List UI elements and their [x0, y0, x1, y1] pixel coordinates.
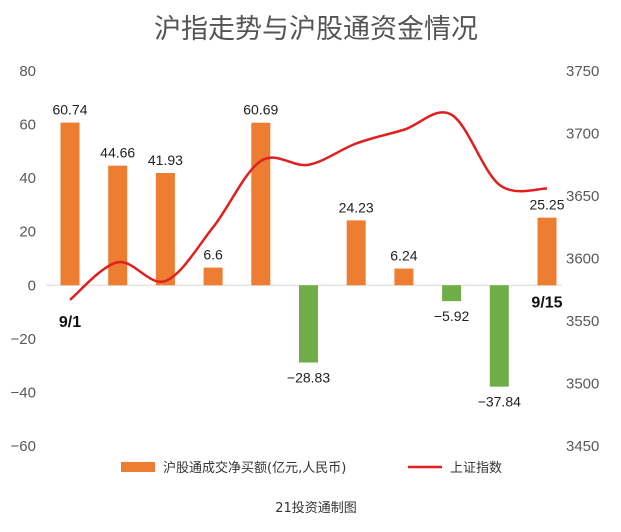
right-axis-tick: 3600 — [566, 251, 599, 268]
legend-label-line: 上证指数 — [450, 461, 502, 476]
bar — [394, 268, 414, 286]
legend-swatch-bars — [121, 462, 155, 472]
bar — [442, 285, 462, 302]
right-axis-tick: 3700 — [566, 126, 599, 143]
right-axis-tick: 3650 — [566, 188, 599, 205]
left-axis-tick: 0 — [28, 277, 36, 294]
left-axis-tick: 20 — [19, 224, 36, 241]
index-line — [69, 111, 548, 301]
data-label: 6.24 — [390, 248, 417, 264]
left-axis-tick: −40 — [11, 384, 36, 401]
right-axis-tick: 3500 — [566, 376, 599, 393]
bar — [489, 285, 509, 387]
right-axis-tick: 3750 — [566, 63, 599, 80]
data-label: 24.23 — [339, 199, 374, 215]
right-axis-tick: 3450 — [566, 438, 599, 455]
data-label: 60.69 — [243, 102, 278, 118]
bar — [60, 122, 80, 286]
left-axis-tick: 40 — [19, 170, 36, 187]
left-axis: 80 60 40 20 0 −20 −40 −60 — [11, 63, 36, 455]
data-label: −28.83 — [287, 370, 330, 386]
data-label: 44.66 — [100, 145, 135, 161]
data-label: 6.6 — [203, 247, 223, 263]
end-date-label: 9/15 — [531, 295, 562, 312]
data-label: −5.92 — [434, 308, 470, 324]
footer-credit: 21投资通制图 — [275, 500, 357, 516]
bar — [537, 217, 557, 286]
bar — [155, 172, 175, 286]
line-series — [69, 111, 548, 301]
legend: 沪股通成交净买额(亿元,人民币) 上证指数 — [121, 460, 502, 476]
start-date-label: 9/1 — [59, 314, 81, 331]
bar — [251, 122, 271, 286]
left-axis-tick: 60 — [19, 117, 36, 134]
right-axis: 3750 3700 3650 3600 3550 3500 3450 — [566, 63, 599, 455]
right-axis-tick: 3550 — [566, 313, 599, 330]
data-label: 25.25 — [529, 197, 564, 213]
chart-title: 沪指走势与沪股通资金情况 — [154, 14, 478, 45]
bar — [299, 285, 318, 363]
bar-series — [60, 122, 557, 387]
left-axis-tick: −20 — [11, 331, 36, 348]
data-label: 60.74 — [52, 102, 87, 118]
data-label: 41.93 — [148, 152, 183, 168]
bar — [108, 165, 128, 286]
legend-label-bars: 沪股通成交净买额(亿元,人民币) — [163, 460, 346, 476]
data-labels: 60.74 44.66 41.93 6.6 60.69 −28.83 24.23 6.24 −5… — [52, 102, 564, 410]
bar — [203, 267, 223, 286]
left-axis-tick: −60 — [11, 438, 36, 455]
left-axis-tick: 80 — [19, 63, 36, 80]
data-label: −37.84 — [478, 394, 521, 410]
bar — [346, 220, 366, 286]
